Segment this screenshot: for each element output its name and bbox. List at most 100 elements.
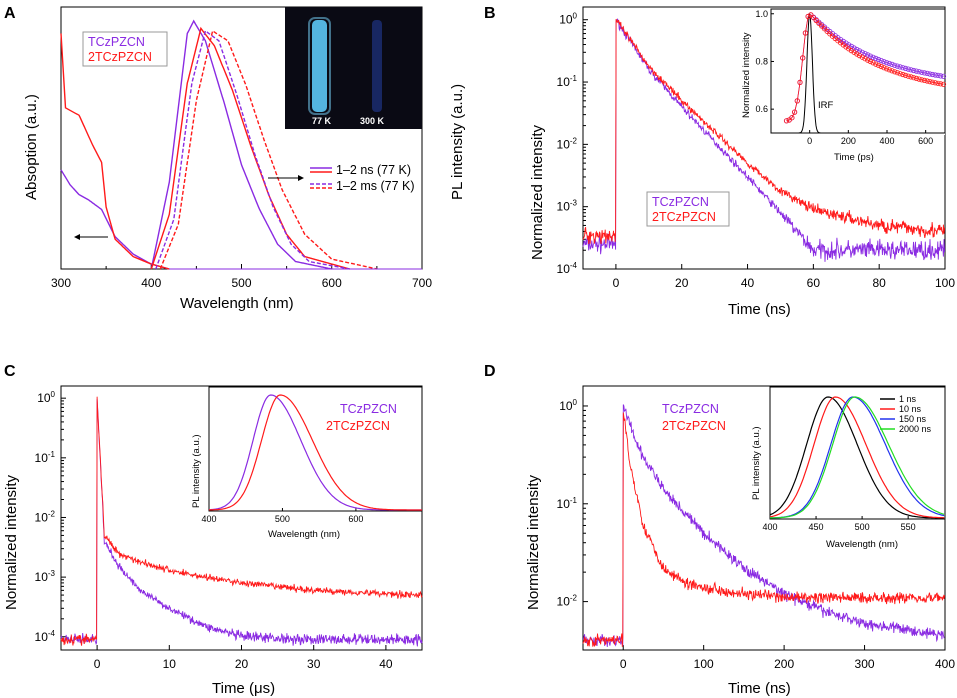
panel-b-inset-point [865,52,871,58]
panel-c-inset-ylabel: PL intensity (a.u.) [191,434,202,508]
panel-b-inset-point [810,15,817,21]
panel-c-ytick-label: 100 [37,390,55,405]
panel-b-ytick-label: 10-1 [557,74,578,89]
panel-a-ylabel-left: Absoption (a.u.) [23,94,40,200]
panel-c-inset-xtick-label: 500 [275,514,290,524]
panel-b-inset-point [897,71,903,77]
panel-c-xlabel: Time (μs) [212,680,275,697]
panel-b-inset-point [865,57,871,63]
panel-b-inset-point [862,56,868,62]
panel-c-inset-frame [208,386,423,512]
panel-a-xtick-label: 500 [231,276,251,290]
panel-b-inset-point [848,47,855,54]
panel-a-curve-pl-ms-2tczpzcn [159,29,378,270]
arrow-right-head [298,175,304,181]
panel-b-inset-point [916,69,922,75]
panel-b-inset-point [789,115,795,121]
panel-b-inset-irf: IRF [818,100,834,111]
panel-c-ytick-label: 10-3 [35,569,56,584]
panel-b-inset-point [867,58,874,65]
panel-letter-d: D [484,363,496,380]
panel-b-xlabel: Time (ns) [728,301,791,318]
panel-b-inset-point [913,75,920,82]
panel-a-xtick-label: 400 [141,276,161,290]
panel-b-inset-point [919,77,925,83]
panel-d-xtick-label: 400 [935,657,955,671]
panel-b-inset-point [840,38,846,45]
panel-c-decay-tczpzcn [60,399,423,647]
panel-b-inset-point [878,57,884,64]
panel-b-legend-2tczpzcn: 2TCzPZCN [652,210,716,224]
panel-b-xtick-label: 60 [807,276,821,290]
panel-b-inset-point [940,81,947,87]
panel-b-inset-point [821,26,828,32]
panel-d-inset-xtick-label: 500 [855,522,870,532]
panel-d-xtick-label: 300 [855,657,875,671]
panel-b-inset-point [892,69,898,75]
photo-label-77k: 77 K [312,116,332,126]
panel-b-inset-point [892,62,898,68]
panel-b-inset-xtick-label: 0 [807,136,812,146]
panel-b-inset-point [881,58,887,65]
panel-c-xtick-label: 40 [379,657,393,671]
panel-a-ylabel-right: PL intensity (a.u.) [449,84,466,200]
panel-b-legend-box [646,191,730,227]
panel-b-inset-point [927,79,933,85]
panel-d-inset-xtick-label: 550 [901,522,916,532]
panel-b-inset-point [900,65,906,71]
panel-b-inset-point [791,109,798,115]
panel-d-inset-spectrum-3 [770,396,945,519]
panel-d-inset-ylabel: PL intensity (a.u.) [751,426,762,500]
panel-d-xtick-label: 100 [694,657,714,671]
panel-a-legend-tczpzcn: TCzPZCN [88,35,145,49]
panel-b-inset-ytick-label: 0.6 [755,104,768,114]
panel-d-xtick-label: 0 [620,657,627,671]
panel-b-inset-point [875,62,882,68]
photo-label-300k: 300 K [360,116,385,126]
panel-a-xtick-label: 700 [412,276,432,290]
panel-b-inset-point [883,66,890,72]
panel-c-xtick-label: 20 [235,657,249,671]
panel-d-ytick-label: 10-1 [557,496,578,511]
panel-c-ytick-label: 10-2 [35,509,56,524]
panel-b-inset-point [856,52,863,59]
panel-a-legend-box [82,31,168,67]
vial-77k-glow [308,17,331,115]
panel-b-ytick-label: 10-3 [557,199,578,214]
panel-d: 0 100 200 300 400 10-2 10-1 100 TCzPZCN 2TCzPZC… [525,385,955,697]
panel-b-xtick-label: 0 [613,276,620,290]
panel-c-inset-xtick-label: 600 [348,514,363,524]
vial-77k [312,20,327,112]
panel-b-xtick-label: 20 [675,276,689,290]
panel-b-ytick-label: 100 [559,12,577,27]
panel-b-inset-point [938,73,944,79]
panel-b-inset-ytick-label: 0.8 [755,56,768,66]
panel-b-inset-xtick-label: 400 [879,136,894,146]
panel-b-inset-point [867,53,874,59]
panel-a-curve-pl-ns-tczpzcn [150,19,332,270]
panel-b-inset-ylabel: Normalized intensity [741,32,752,118]
panel-b-frame [582,6,946,270]
panel-d-ylabel: Normalized intensity [525,474,542,610]
vial-300k [372,20,382,112]
panel-b-inset-point [808,12,814,18]
panel-b-inset-point [924,70,930,77]
panel-d-xlabel: Time (ns) [728,680,791,697]
panel-c-legend-tczpzcn: TCzPZCN [340,402,397,416]
panel-b-inset-point [913,68,920,74]
panel-d-decay-tczpzcn [582,404,945,647]
panel-d-inset-legend-label: 1 ns [899,394,917,404]
panel-b-inset-xtick-label: 600 [918,136,933,146]
panel-d-ytick-label: 100 [559,398,577,413]
panel-b-inset-point [783,118,790,124]
panel-b-inset-point [924,78,930,84]
panel-c-decay-2tczpzcn [60,396,423,646]
panel-b-inset-point [881,65,887,71]
panel-a-curve-abs-2tczpzcn [60,33,170,270]
panel-b-inset-point [800,55,806,61]
panel-d-inset-legend-label: 2000 ns [899,424,932,434]
panel-d-legend-tczpzcn: TCzPZCN [662,402,719,416]
panel-a: 300 400 500 600 700 77 K 300 K TCzPZCN 2TCzP… [23,6,466,312]
panel-b-inset-bg [771,9,945,135]
panel-c-legend-2tczpzcn: 2TCzPZCN [326,419,390,433]
